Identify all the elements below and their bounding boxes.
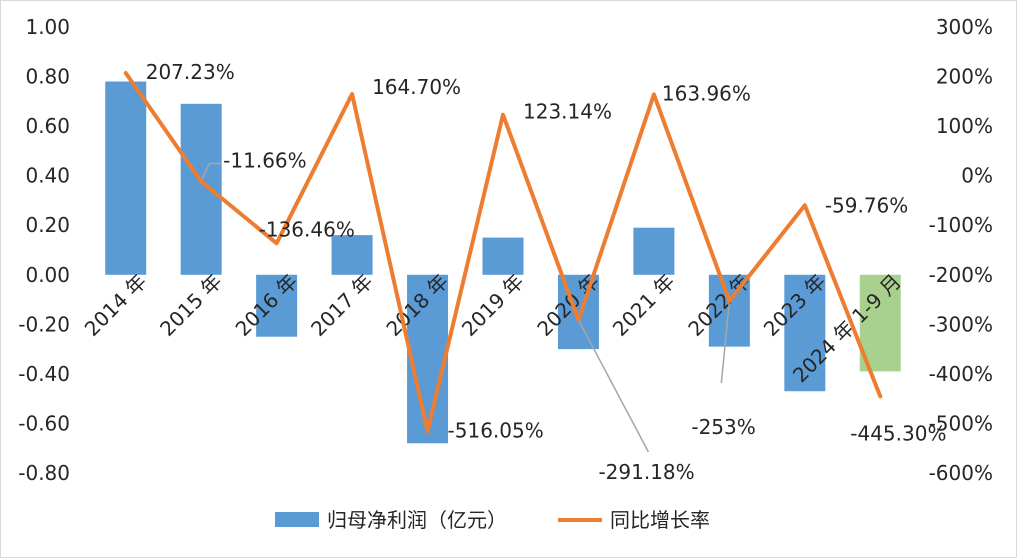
- category-label: 2017 年: [306, 269, 378, 341]
- growth-data-label: 207.23%: [146, 60, 235, 84]
- category-label: 2021 年: [608, 269, 680, 341]
- growth-data-label: -291.18%: [598, 460, 694, 484]
- profit-bar: [482, 237, 524, 275]
- category-labels: 2014 年 2015 年 2016 年 2017 年 2018 年 2019 年 2020…: [80, 269, 906, 387]
- left-tick-label: -0.40: [18, 362, 70, 386]
- growth-data-labels: 207.23% -11.66% -136.46% 164.70% -516.05% 123…: [146, 60, 947, 484]
- right-tick-label: -300%: [929, 312, 993, 336]
- growth-data-label: -136.46%: [259, 217, 355, 241]
- right-tick-label: -600%: [929, 461, 993, 485]
- left-tick-label: 0.60: [25, 114, 70, 138]
- left-tick-label: 0.80: [25, 65, 70, 89]
- legend-bar-swatch: [275, 512, 319, 527]
- right-tick-label: 100%: [936, 114, 993, 138]
- category-label: 2019 年: [457, 269, 529, 341]
- growth-data-label: -59.76%: [825, 193, 908, 217]
- category-label: 2014 年: [80, 269, 152, 341]
- right-tick-label: 200%: [936, 65, 993, 89]
- profit-bar: [859, 274, 901, 372]
- growth-line-series: [123, 70, 883, 434]
- left-tick-label: 0.40: [25, 164, 70, 188]
- right-tick-label: -200%: [929, 263, 993, 287]
- label-leader-lines: [200, 162, 731, 453]
- profit-bar: [407, 274, 449, 444]
- profit-bar: [784, 274, 826, 392]
- category-label: 2015 年: [155, 269, 227, 341]
- left-tick-label: -0.60: [18, 411, 70, 435]
- growth-data-label: -253%: [691, 415, 755, 439]
- profit-bar: [331, 235, 373, 275]
- legend-line-label: 同比增长率: [610, 508, 710, 532]
- left-tick-label: 0.20: [25, 213, 70, 237]
- growth-data-label: -516.05%: [448, 418, 544, 442]
- profit-bar: [256, 274, 298, 337]
- left-tick-label: 1.00: [25, 15, 70, 39]
- label-leader-line: [200, 162, 222, 182]
- growth-data-label: -445.30%: [850, 421, 946, 445]
- growth-data-label: 163.96%: [662, 81, 751, 105]
- profit-bar: [180, 103, 222, 275]
- label-leader-line: [577, 319, 650, 453]
- growth-line: [123, 70, 883, 434]
- profit-bars: [105, 81, 901, 444]
- legend: 归母净利润（亿元） 同比增长率: [275, 508, 710, 532]
- profit-bar: [105, 81, 147, 275]
- left-tick-label: 0.00: [25, 263, 70, 287]
- growth-data-label: -11.66%: [223, 148, 306, 172]
- legend-bar-label: 归母净利润（亿元）: [327, 508, 507, 532]
- right-tick-label: -100%: [929, 213, 993, 237]
- growth-data-label: 123.14%: [523, 100, 612, 124]
- right-tick-label: -500%: [929, 411, 993, 435]
- right-tick-label: -400%: [929, 362, 993, 386]
- right-axis-ticks: 300% 200% 100% 0% -100% -200% -300% -400% -500% -…: [929, 15, 993, 485]
- left-tick-label: -0.80: [18, 461, 70, 485]
- left-axis-ticks: 1.00 0.80 0.60 0.40 0.20 0.00 -0.20 -0.40 -0.60 -…: [18, 15, 70, 485]
- label-leader-line: [720, 300, 731, 384]
- growth-data-label: 164.70%: [372, 75, 461, 99]
- right-tick-label: 300%: [936, 15, 993, 39]
- profit-bar: [633, 227, 675, 275]
- left-tick-label: -0.20: [18, 312, 70, 336]
- right-tick-label: 0%: [961, 164, 993, 188]
